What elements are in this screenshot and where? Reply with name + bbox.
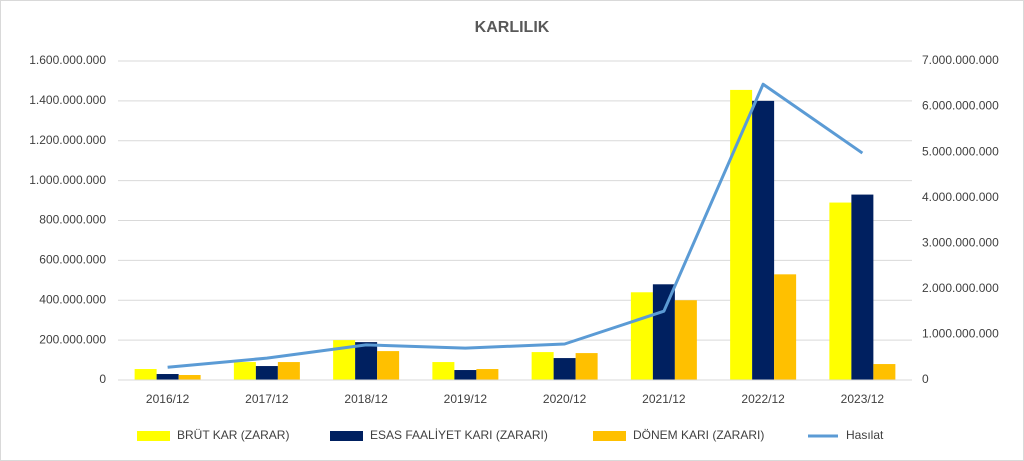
x-tick-label: 2023/12	[841, 392, 885, 406]
bar	[355, 342, 378, 380]
y2-tick-label: 0	[922, 372, 929, 386]
y-tick-label: 600.000.000	[39, 253, 106, 267]
y-tick-label: 800.000.000	[39, 213, 106, 227]
legend-label: BRÜT KAR (ZARAR)	[177, 428, 289, 442]
legend-label: DÖNEM KARI (ZARARI)	[633, 428, 764, 442]
bar	[674, 300, 697, 380]
bar	[553, 358, 576, 380]
bar	[277, 362, 300, 380]
y2-tick-label: 6.000.000.000	[922, 99, 999, 113]
x-tick-label: 2021/12	[642, 392, 686, 406]
bar	[752, 100, 775, 380]
bar	[829, 202, 852, 380]
x-tick-label: 2019/12	[444, 392, 488, 406]
legend-label: Hasılat	[846, 428, 884, 442]
chart-title: KARLILIK	[475, 19, 550, 36]
legend-swatch	[330, 431, 363, 441]
bar	[630, 292, 653, 380]
y2-tick-label: 3.000.000.000	[922, 235, 999, 249]
y-tick-label: 1.200.000.000	[29, 133, 106, 147]
bar	[730, 89, 753, 381]
bar	[575, 353, 598, 380]
y-tick-label: 1.600.000.000	[29, 53, 106, 67]
legend-swatch	[593, 431, 626, 441]
x-tick-label: 2017/12	[245, 392, 289, 406]
bar	[233, 362, 256, 380]
bar	[432, 362, 455, 380]
bar	[333, 340, 356, 380]
legend-label: ESAS FAALİYET KARI (ZARARI)	[370, 428, 548, 442]
line-series	[167, 82, 864, 369]
y2-tick-label: 7.000.000.000	[922, 53, 999, 67]
legend-swatch	[137, 431, 170, 441]
bar	[454, 370, 477, 380]
y2-tick-label: 2.000.000.000	[922, 281, 999, 295]
bar	[531, 352, 554, 380]
y-tick-label: 1.000.000.000	[29, 173, 106, 187]
x-tick-label: 2016/12	[146, 392, 190, 406]
x-tick-label: 2018/12	[344, 392, 388, 406]
bar	[851, 194, 874, 380]
bar	[156, 374, 179, 380]
y-tick-label: 400.000.000	[39, 292, 106, 306]
y2-tick-label: 4.000.000.000	[922, 190, 999, 204]
y2-tick-label: 1.000.000.000	[922, 327, 999, 341]
x-tick-label: 2022/12	[741, 392, 785, 406]
bar	[774, 274, 797, 380]
bar	[377, 351, 400, 380]
bar	[134, 369, 157, 380]
bar	[178, 375, 201, 380]
bar	[255, 366, 278, 380]
x-tick-label: 2020/12	[543, 392, 587, 406]
y-tick-label: 1.400.000.000	[29, 93, 106, 107]
y-tick-label: 200.000.000	[39, 332, 106, 346]
bar	[652, 284, 675, 380]
y-tick-label: 0	[99, 372, 106, 386]
y2-tick-label: 5.000.000.000	[922, 144, 999, 158]
bar	[873, 364, 896, 380]
bar	[476, 369, 499, 380]
